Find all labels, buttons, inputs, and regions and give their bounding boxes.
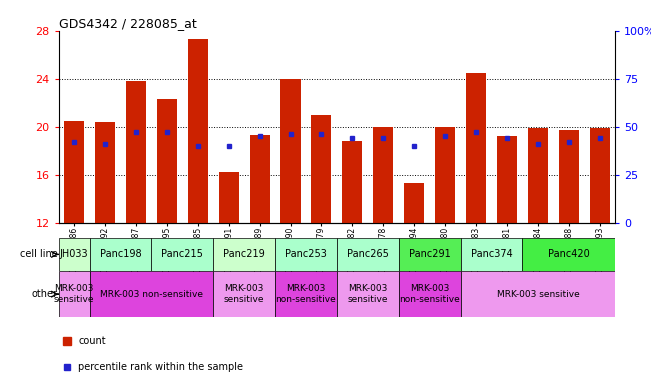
Bar (337, 238, 398, 271)
Bar (398, 271, 460, 317)
Text: MRK-003
sensitive: MRK-003 sensitive (224, 285, 264, 304)
Bar (213, 238, 275, 271)
Bar (398, 238, 460, 271)
Bar (590, 128, 610, 223)
Bar (89, 271, 213, 317)
Text: Panc198: Panc198 (100, 249, 141, 260)
Text: Panc420: Panc420 (548, 249, 590, 260)
Text: cell line: cell line (20, 249, 58, 260)
Bar (373, 127, 393, 223)
Bar (157, 99, 177, 223)
Bar (460, 271, 615, 317)
Text: count: count (78, 336, 105, 346)
Bar (64, 121, 84, 223)
Bar (342, 141, 363, 223)
Bar (275, 238, 337, 271)
Text: Panc219: Panc219 (223, 249, 265, 260)
Text: MRK-003
non-sensitive: MRK-003 non-sensitive (399, 285, 460, 304)
Bar (528, 128, 548, 223)
Bar (249, 135, 270, 223)
Bar (460, 238, 522, 271)
Bar (337, 271, 398, 317)
Text: percentile rank within the sample: percentile rank within the sample (78, 362, 243, 372)
Text: JH033: JH033 (60, 249, 89, 260)
Text: other: other (32, 289, 58, 299)
Bar (404, 183, 424, 223)
Text: MRK-003
sensitive: MRK-003 sensitive (54, 285, 94, 304)
Bar (59, 238, 89, 271)
Bar (187, 39, 208, 223)
Bar (275, 271, 337, 317)
Bar (466, 73, 486, 223)
Bar (126, 81, 146, 223)
Text: MRK-003 sensitive: MRK-003 sensitive (497, 290, 579, 299)
Text: MRK-003 non-sensitive: MRK-003 non-sensitive (100, 290, 203, 299)
Bar (522, 238, 615, 271)
Text: MRK-003
non-sensitive: MRK-003 non-sensitive (275, 285, 337, 304)
Text: GDS4342 / 228085_at: GDS4342 / 228085_at (59, 17, 197, 30)
Bar (151, 238, 213, 271)
Bar (95, 122, 115, 223)
Text: Panc291: Panc291 (409, 249, 450, 260)
Bar (213, 271, 275, 317)
Bar (497, 136, 517, 223)
Bar (89, 238, 151, 271)
Text: Panc215: Panc215 (161, 249, 203, 260)
Bar (281, 79, 301, 223)
Bar (559, 130, 579, 223)
Text: Panc374: Panc374 (471, 249, 512, 260)
Bar (219, 172, 239, 223)
Bar (59, 271, 89, 317)
Bar (435, 127, 455, 223)
Text: MRK-003
sensitive: MRK-003 sensitive (348, 285, 388, 304)
Text: Panc265: Panc265 (347, 249, 389, 260)
Text: Panc253: Panc253 (285, 249, 327, 260)
Bar (311, 115, 331, 223)
